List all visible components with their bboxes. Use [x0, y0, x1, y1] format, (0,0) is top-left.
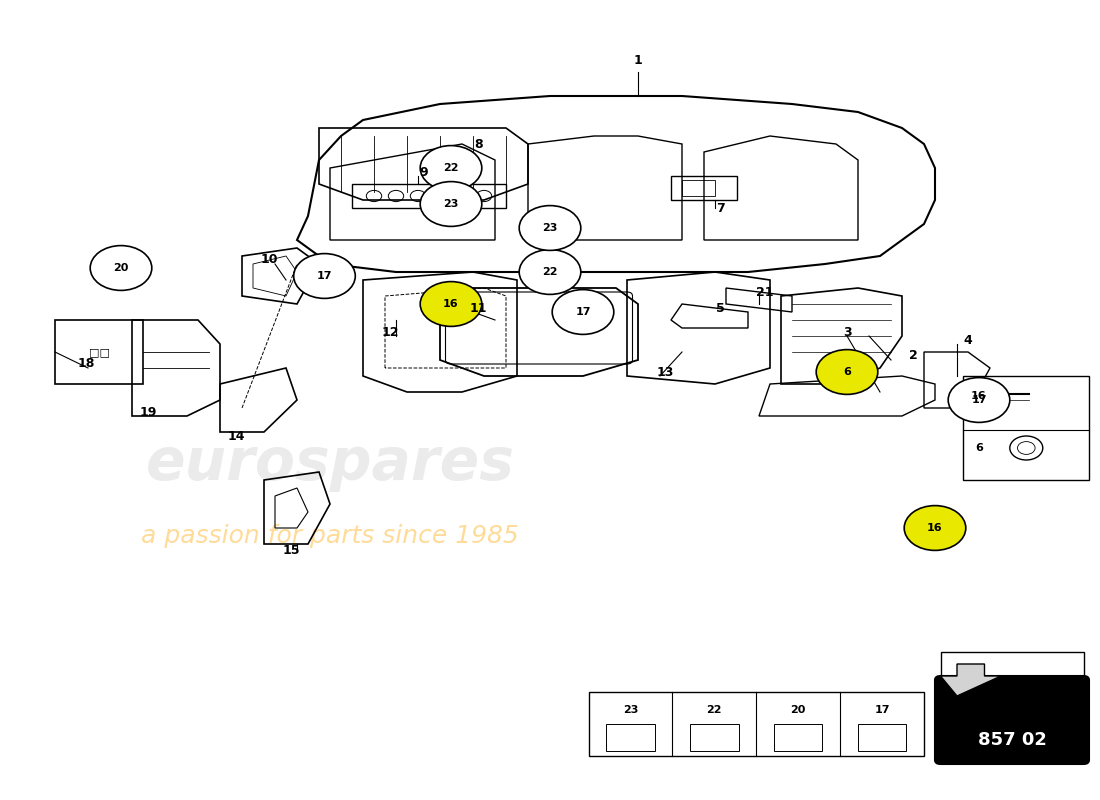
Circle shape	[420, 282, 482, 326]
Text: 12: 12	[382, 326, 399, 338]
Text: 4: 4	[964, 334, 972, 346]
Text: 18: 18	[77, 358, 95, 370]
Text: 23: 23	[623, 705, 638, 715]
Text: 9: 9	[419, 166, 428, 178]
Text: 5: 5	[716, 302, 725, 314]
Text: 16: 16	[927, 523, 943, 533]
Circle shape	[519, 250, 581, 294]
Text: 16: 16	[443, 299, 459, 309]
Text: 14: 14	[228, 430, 245, 442]
Text: 22: 22	[706, 705, 722, 715]
Text: 1: 1	[634, 54, 642, 66]
Circle shape	[294, 254, 355, 298]
Text: 3: 3	[843, 326, 851, 338]
Text: 17: 17	[874, 705, 890, 715]
Text: 23: 23	[542, 223, 558, 233]
Circle shape	[420, 182, 482, 226]
Text: 7: 7	[716, 202, 725, 214]
Text: 21: 21	[756, 286, 773, 298]
Text: 23: 23	[443, 199, 459, 209]
Text: 20: 20	[113, 263, 129, 273]
Circle shape	[948, 378, 1010, 422]
Text: □□: □□	[88, 347, 110, 357]
Text: 19: 19	[140, 406, 157, 418]
Text: 11: 11	[470, 302, 487, 314]
Text: 15: 15	[283, 544, 300, 557]
Text: 22: 22	[443, 163, 459, 173]
Text: 857 02: 857 02	[978, 731, 1046, 749]
Polygon shape	[940, 664, 1001, 696]
Text: 13: 13	[657, 366, 674, 378]
Text: 20: 20	[791, 705, 806, 715]
Circle shape	[552, 290, 614, 334]
Text: a passion for parts since 1985: a passion for parts since 1985	[141, 524, 519, 548]
Circle shape	[90, 246, 152, 290]
Text: 6: 6	[843, 367, 851, 377]
Circle shape	[420, 146, 482, 190]
Text: 2: 2	[909, 350, 917, 362]
Text: 17: 17	[317, 271, 332, 281]
Text: eurospares: eurospares	[145, 435, 515, 493]
Text: 10: 10	[261, 253, 278, 266]
Text: 8: 8	[474, 138, 483, 150]
Text: 22: 22	[542, 267, 558, 277]
Circle shape	[519, 206, 581, 250]
FancyBboxPatch shape	[935, 676, 1089, 764]
Text: 16: 16	[971, 391, 987, 401]
Text: 17: 17	[971, 395, 987, 405]
Circle shape	[904, 506, 966, 550]
Circle shape	[816, 350, 878, 394]
Text: 6: 6	[975, 443, 983, 453]
Text: 17: 17	[575, 307, 591, 317]
